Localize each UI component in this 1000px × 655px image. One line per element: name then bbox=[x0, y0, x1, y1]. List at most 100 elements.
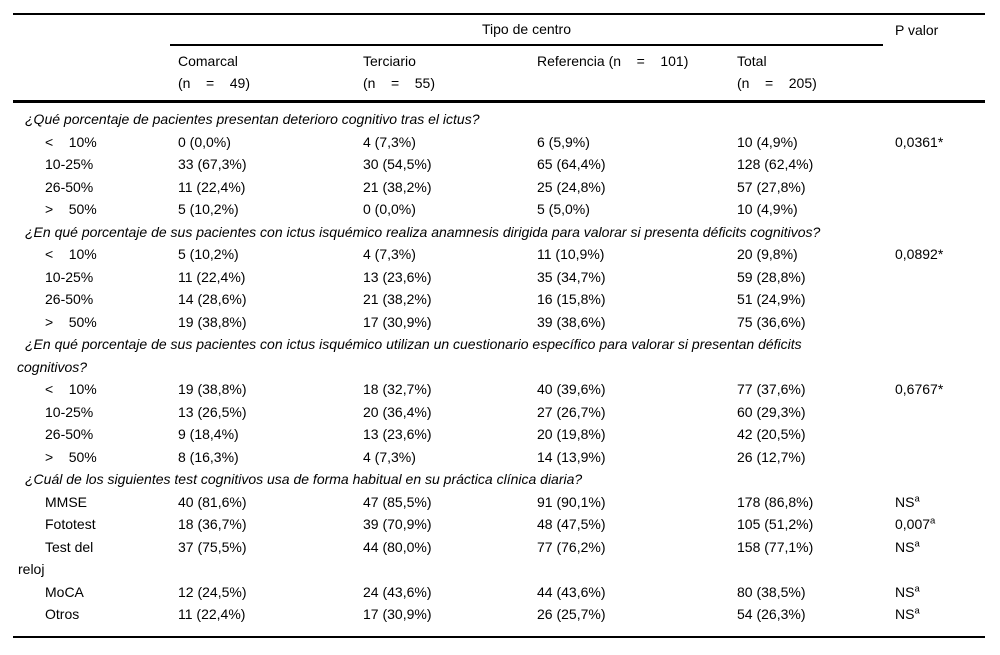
header-col-terciario: Terciario (n = 55) bbox=[363, 53, 435, 91]
cell-terciario: 18 (32,7%) bbox=[363, 381, 432, 397]
cell-pvalue: 0,0361* bbox=[895, 131, 985, 154]
cell-pvalue: NSa bbox=[895, 603, 985, 626]
cell-pvalue bbox=[895, 401, 985, 424]
row-label: > 50% bbox=[45, 448, 97, 465]
header-pvalue-label: P valor bbox=[895, 22, 939, 38]
table-row: 26-50% 14 (28,6%) 21 (38,2%) 16 (15,8%) … bbox=[13, 288, 985, 311]
pvalue-text: 0,0892* bbox=[895, 246, 944, 262]
cell-referencia: 16 (15,8%) bbox=[537, 291, 606, 307]
pvalue-text: NS bbox=[895, 538, 915, 555]
cell-pvalue bbox=[895, 446, 985, 469]
table-row: 10-25% 33 (67,3%) 30 (54,5%) 65 (64,4%) … bbox=[13, 153, 985, 176]
pvalue-superscript: a bbox=[914, 492, 920, 504]
cell-terciario: 21 (38,2%) bbox=[363, 178, 432, 195]
cell-terciario: 0 (0,0%) bbox=[363, 201, 416, 217]
header-group-row: Tipo de centro P valor bbox=[13, 14, 985, 46]
cell-terciario: 17 (30,9%) bbox=[363, 313, 432, 330]
pvalue-text: 0,6767* bbox=[895, 381, 944, 397]
cell-total: 128 (62,4%) bbox=[737, 156, 814, 172]
row-label: < 10% bbox=[45, 381, 97, 397]
header-empty-cell bbox=[13, 50, 178, 94]
pvalue-superscript: a bbox=[914, 605, 920, 617]
table-row: 10-25% 13 (26,5%) 20 (36,4%) 27 (26,7%) … bbox=[13, 401, 985, 424]
cell-terciario: 47 (85,5%) bbox=[363, 493, 432, 510]
cell-referencia: 20 (19,8%) bbox=[537, 426, 606, 442]
table-row: Fototest 18 (36,7%) 39 (70,9%) 48 (47,5%… bbox=[13, 513, 985, 536]
cell-referencia: 27 (26,7%) bbox=[537, 403, 606, 420]
cell-referencia: 39 (38,6%) bbox=[537, 313, 606, 330]
table-body: ¿Qué porcentaje de pacientes presentan d… bbox=[13, 103, 985, 636]
cell-terciario: 13 (23,6%) bbox=[363, 426, 432, 442]
row-label: < 10% bbox=[45, 246, 97, 262]
cell-comarcal: 8 (16,3%) bbox=[178, 448, 239, 465]
question-row: ¿Cuál de los siguientes test cognitivos … bbox=[25, 471, 583, 487]
cell-referencia: 77 (76,2%) bbox=[537, 538, 606, 555]
table-row: 10-25% 11 (22,4%) 13 (23,6%) 35 (34,7%) … bbox=[13, 266, 985, 289]
row-label: > 50% bbox=[45, 313, 97, 330]
cell-referencia: 44 (43,6%) bbox=[537, 583, 606, 600]
cell-terciario: 4 (7,3%) bbox=[363, 246, 416, 262]
cell-referencia: 65 (64,4%) bbox=[537, 156, 606, 172]
header-col-comarcal: Comarcal (n = 49) bbox=[178, 53, 250, 91]
table-rule-bottom bbox=[13, 635, 985, 638]
row-label: > 50% bbox=[45, 201, 97, 217]
cell-total: 178 (86,8%) bbox=[737, 493, 814, 510]
cell-comarcal: 19 (38,8%) bbox=[178, 381, 247, 397]
pvalue-text: NS bbox=[895, 583, 915, 600]
row-label: 10-25% bbox=[45, 268, 94, 285]
row-label: Otros bbox=[45, 606, 80, 622]
row-label: Test del reloj bbox=[18, 538, 94, 578]
table-row: > 50% 8 (16,3%) 4 (7,3%) 14 (13,9%) 26 (… bbox=[13, 446, 985, 469]
pvalue-superscript: a bbox=[914, 582, 920, 594]
header-group-cell: Tipo de centro bbox=[170, 14, 883, 46]
cell-comarcal: 33 (67,3%) bbox=[178, 156, 247, 172]
cell-pvalue bbox=[895, 311, 985, 334]
cell-total: 105 (51,2%) bbox=[737, 516, 814, 532]
cell-referencia: 40 (39,6%) bbox=[537, 381, 606, 397]
table-row: Otros 11 (22,4%) 17 (30,9%) 26 (25,7%) 5… bbox=[13, 603, 985, 626]
row-label: 26-50% bbox=[45, 178, 94, 195]
row-label: MoCA bbox=[45, 583, 84, 600]
cell-terciario: 4 (7,3%) bbox=[363, 133, 416, 150]
table-row: > 50% 5 (10,2%) 0 (0,0%) 5 (5,0%) 10 (4,… bbox=[13, 198, 985, 221]
table-row: 26-50% 9 (18,4%) 13 (23,6%) 20 (19,8%) 4… bbox=[13, 423, 985, 446]
header-empty-cell bbox=[895, 50, 985, 94]
table-row: Test del reloj 37 (75,5%) 44 (80,0%) 77 … bbox=[13, 536, 985, 581]
cell-comarcal: 14 (28,6%) bbox=[178, 291, 247, 307]
cell-terciario: 30 (54,5%) bbox=[363, 156, 432, 172]
cell-comarcal: 12 (24,5%) bbox=[178, 583, 247, 600]
cell-pvalue bbox=[895, 198, 985, 221]
cell-comarcal: 11 (22,4%) bbox=[178, 606, 246, 622]
question-row: ¿Qué porcentaje de pacientes presentan d… bbox=[25, 111, 480, 127]
cell-comarcal: 0 (0,0%) bbox=[178, 133, 231, 150]
cell-comarcal: 13 (26,5%) bbox=[178, 403, 247, 420]
cell-total: 54 (26,3%) bbox=[737, 606, 806, 622]
header-col-referencia: Referencia (n = 101) bbox=[537, 53, 689, 69]
cell-comarcal: 5 (10,2%) bbox=[178, 201, 239, 217]
cell-pvalue: NSa bbox=[895, 536, 985, 581]
cell-comarcal: 9 (18,4%) bbox=[178, 426, 239, 442]
pvalue-text: NS bbox=[895, 493, 915, 510]
cell-comarcal: 37 (75,5%) bbox=[178, 538, 247, 555]
cell-total: 10 (4,9%) bbox=[737, 201, 798, 217]
table-rule-top bbox=[13, 13, 985, 15]
cell-comarcal: 11 (22,4%) bbox=[178, 268, 246, 285]
cell-pvalue bbox=[895, 288, 985, 311]
cell-total: 60 (29,3%) bbox=[737, 403, 806, 420]
header-group-title: Tipo de centro bbox=[482, 21, 571, 37]
table-row: > 50% 19 (38,8%) 17 (30,9%) 39 (38,6%) 7… bbox=[13, 311, 985, 334]
cell-total: 158 (77,1%) bbox=[737, 538, 814, 555]
cell-referencia: 6 (5,9%) bbox=[537, 133, 590, 150]
cell-total: 75 (36,6%) bbox=[737, 313, 806, 330]
question-row: ¿En qué porcentaje de sus pacientes con … bbox=[17, 336, 802, 375]
cell-pvalue: NSa bbox=[895, 491, 985, 514]
cell-pvalue bbox=[895, 153, 985, 176]
cell-comarcal: 18 (36,7%) bbox=[178, 516, 247, 532]
cell-pvalue: 0,6767* bbox=[895, 378, 985, 401]
cell-referencia: 11 (10,9%) bbox=[537, 246, 605, 262]
row-label: MMSE bbox=[45, 493, 87, 510]
cell-terciario: 44 (80,0%) bbox=[363, 538, 432, 555]
cell-pvalue: 0,0892* bbox=[895, 243, 985, 266]
cell-comarcal: 40 (81,6%) bbox=[178, 493, 247, 510]
